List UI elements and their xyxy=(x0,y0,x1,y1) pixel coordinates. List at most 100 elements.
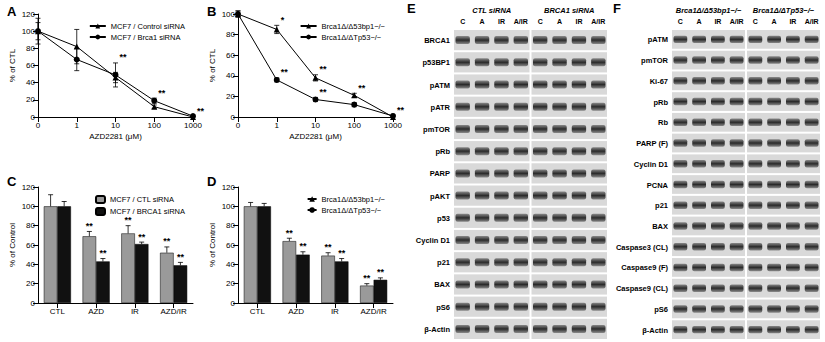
svg-text:MCF7 / Control siRNA: MCF7 / Control siRNA xyxy=(111,22,185,31)
svg-text:60: 60 xyxy=(226,241,235,250)
svg-text:60: 60 xyxy=(26,61,35,70)
svg-text:A: A xyxy=(697,18,702,25)
svg-text:Brca1Δ/ΔTp53−/−: Brca1Δ/ΔTp53−/− xyxy=(322,33,382,42)
svg-text:1000: 1000 xyxy=(184,121,202,130)
svg-text:A/IR: A/IR xyxy=(805,18,819,25)
svg-text:40: 40 xyxy=(226,71,235,80)
svg-text:1: 1 xyxy=(75,121,80,130)
svg-text:**: ** xyxy=(99,248,107,258)
svg-text:CTL siRNA: CTL siRNA xyxy=(472,6,511,15)
svg-text:BAX: BAX xyxy=(652,222,668,231)
svg-text:pRb: pRb xyxy=(435,147,450,156)
svg-text:E: E xyxy=(407,1,416,16)
svg-text:Brca1Δ/Δ53bp1−/−: Brca1Δ/Δ53bp1−/− xyxy=(322,195,386,204)
svg-text:Rb: Rb xyxy=(658,118,668,127)
svg-text:C: C xyxy=(678,18,683,25)
svg-text:60: 60 xyxy=(26,241,35,250)
svg-text:IR: IR xyxy=(331,307,339,316)
svg-text:20: 20 xyxy=(226,279,235,288)
svg-text:120: 120 xyxy=(22,183,36,192)
svg-text:**: ** xyxy=(363,273,371,283)
svg-text:CTL: CTL xyxy=(250,307,266,316)
svg-text:10: 10 xyxy=(111,121,120,130)
svg-text:% of Control: % of Control xyxy=(8,223,17,267)
svg-text:D: D xyxy=(207,174,216,189)
svg-text:A: A xyxy=(7,4,17,19)
svg-text:80: 80 xyxy=(26,221,35,230)
svg-text:pmTOR: pmTOR xyxy=(641,56,669,65)
svg-text:pATM: pATM xyxy=(430,81,450,90)
svg-text:CTL: CTL xyxy=(50,307,66,316)
svg-text:20: 20 xyxy=(26,279,35,288)
svg-text:**: ** xyxy=(397,105,405,115)
svg-text:1: 1 xyxy=(275,121,280,130)
svg-text:AZD: AZD xyxy=(288,307,304,316)
svg-text:100: 100 xyxy=(22,202,36,211)
svg-text:pS6: pS6 xyxy=(654,305,668,314)
svg-text:% of CTL: % of CTL xyxy=(208,48,217,82)
svg-text:C: C xyxy=(753,18,758,25)
svg-text:100: 100 xyxy=(348,121,362,130)
svg-text:**: ** xyxy=(125,215,133,225)
svg-text:Caspase9 (F): Caspase9 (F) xyxy=(621,263,668,272)
svg-text:1000: 1000 xyxy=(384,121,402,130)
svg-text:IR: IR xyxy=(789,18,796,25)
svg-text:120: 120 xyxy=(222,183,236,192)
svg-text:Brca1Δ/Δ53bp1−/−: Brca1Δ/Δ53bp1−/− xyxy=(322,22,386,31)
svg-text:pmTOR: pmTOR xyxy=(423,125,451,134)
svg-text:20: 20 xyxy=(26,95,35,104)
svg-text:Brca1Δ/Δ53bp1−/−: Brca1Δ/Δ53bp1−/− xyxy=(676,6,742,15)
svg-text:**: ** xyxy=(377,267,385,277)
svg-text:0: 0 xyxy=(231,299,236,308)
svg-text:100: 100 xyxy=(148,121,162,130)
svg-text:120: 120 xyxy=(22,10,36,19)
svg-text:Caspase9 (CL): Caspase9 (CL) xyxy=(616,284,669,293)
svg-text:100: 100 xyxy=(222,202,236,211)
svg-text:MCF7 / BRCA1 siRNA: MCF7 / BRCA1 siRNA xyxy=(110,207,185,216)
svg-text:IR: IR xyxy=(575,18,582,25)
svg-text:**: ** xyxy=(320,87,328,97)
svg-text:100: 100 xyxy=(22,27,36,36)
svg-text:0: 0 xyxy=(31,299,36,308)
svg-text:**: ** xyxy=(320,64,328,74)
svg-text:β-Actin: β-Actin xyxy=(642,326,668,335)
svg-text:BRCA1: BRCA1 xyxy=(424,36,450,45)
svg-text:AZD: AZD xyxy=(88,307,104,316)
svg-text:PARP (F): PARP (F) xyxy=(636,139,668,148)
svg-text:Cyclin D1: Cyclin D1 xyxy=(416,236,450,245)
svg-text:40: 40 xyxy=(26,78,35,87)
svg-text:**: ** xyxy=(120,52,128,62)
svg-text:10: 10 xyxy=(311,121,320,130)
svg-text:IR: IR xyxy=(714,18,721,25)
svg-text:C: C xyxy=(460,18,465,25)
svg-text:PARP: PARP xyxy=(430,169,450,178)
svg-text:MCF7 / Brca1 siRNA: MCF7 / Brca1 siRNA xyxy=(111,33,181,42)
svg-text:**: ** xyxy=(177,252,185,262)
svg-text:AZD2281 (μM): AZD2281 (μM) xyxy=(289,132,342,141)
svg-text:C: C xyxy=(7,174,17,189)
svg-text:**: ** xyxy=(338,248,346,258)
svg-text:**: ** xyxy=(281,67,289,77)
svg-text:B: B xyxy=(207,4,216,19)
svg-text:A/IR: A/IR xyxy=(591,18,605,25)
svg-text:100: 100 xyxy=(222,10,236,19)
svg-text:pATR: pATR xyxy=(431,103,451,112)
svg-text:**: ** xyxy=(197,106,205,116)
svg-text:IR: IR xyxy=(131,307,139,316)
svg-text:% of Control: % of Control xyxy=(208,223,217,267)
svg-text:β-Actin: β-Actin xyxy=(424,325,450,334)
svg-text:**: ** xyxy=(299,241,307,251)
svg-text:pAKT: pAKT xyxy=(430,192,450,201)
svg-text:80: 80 xyxy=(226,221,235,230)
svg-text:Ki-67: Ki-67 xyxy=(650,77,668,86)
svg-text:**: ** xyxy=(163,236,171,246)
svg-text:40: 40 xyxy=(26,260,35,269)
svg-text:MCF7 / CTL siRNA: MCF7 / CTL siRNA xyxy=(110,195,174,204)
svg-text:p21: p21 xyxy=(655,201,668,210)
svg-text:60: 60 xyxy=(226,51,235,60)
svg-text:pS6: pS6 xyxy=(436,303,450,312)
svg-text:A: A xyxy=(480,18,485,25)
svg-text:A/IR: A/IR xyxy=(514,18,528,25)
svg-text:PCNA: PCNA xyxy=(647,181,669,190)
svg-text:A: A xyxy=(557,18,562,25)
